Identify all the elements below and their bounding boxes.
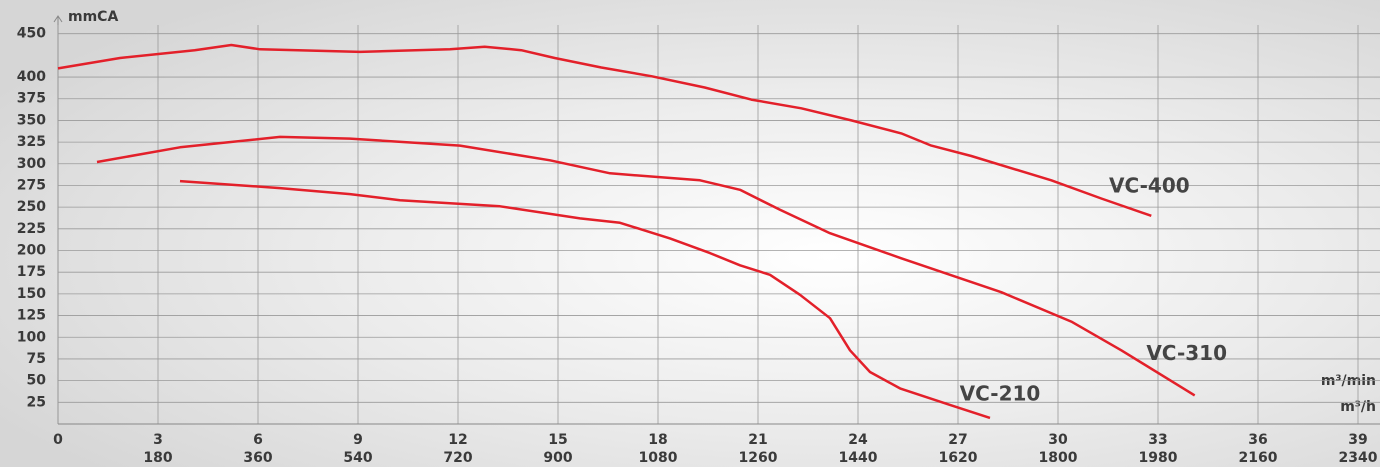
y-tick-label: 350 — [17, 112, 46, 128]
y-tick-label: 100 — [17, 329, 46, 345]
x-tick-label: 15 — [548, 432, 567, 448]
y-tick-label: 75 — [27, 351, 46, 367]
series-line — [57, 43, 1152, 217]
y-tick-label: 50 — [27, 373, 47, 389]
x2-tick-label: 720 — [443, 450, 472, 466]
x2-tick-label: 1260 — [739, 450, 778, 466]
y-tick-label: 150 — [17, 286, 46, 302]
x-tick-label: 18 — [648, 432, 667, 448]
x-tick-label: 24 — [848, 432, 868, 448]
x-tick-label: 39 — [1348, 432, 1367, 448]
y-tick-label: 450 — [17, 26, 46, 42]
x2-tick-label: 1440 — [839, 450, 878, 466]
x-tick-label: 0 — [53, 432, 63, 448]
x-tick-label: 33 — [1148, 432, 1167, 448]
x-tick-label: 27 — [948, 432, 967, 448]
series-label: VC-400 — [1109, 173, 1190, 197]
y-tick-label: 25 — [27, 394, 46, 410]
series-line — [179, 179, 991, 420]
y-tick-label: 200 — [17, 243, 46, 259]
x-tick-label: 30 — [1048, 432, 1068, 448]
y-tick-label: 375 — [17, 91, 46, 107]
y-axis-label: mmCA — [68, 9, 118, 25]
x2-tick-label: 1620 — [939, 450, 978, 466]
series-label: VC-210 — [960, 381, 1041, 405]
y-tick-label: 125 — [17, 308, 46, 324]
y-tick-label: 225 — [17, 221, 46, 237]
x2-tick-label: 2160 — [1239, 450, 1278, 466]
y-tick-label: 175 — [17, 264, 46, 280]
y-tick-label: 400 — [17, 69, 46, 85]
x-tick-label: 21 — [748, 432, 767, 448]
y-tick-label: 300 — [17, 156, 46, 172]
x-tick-label: 3 — [153, 432, 163, 448]
series-line — [96, 135, 1196, 397]
x2-tick-label: 900 — [543, 450, 572, 466]
x-tick-label: 12 — [448, 432, 467, 448]
y-tick-label: 325 — [17, 134, 46, 150]
x2-tick-label: 1080 — [639, 450, 678, 466]
x2-tick-label: 1800 — [1039, 450, 1078, 466]
y-tick-label: 250 — [17, 199, 46, 215]
y-tick-label: 275 — [17, 177, 46, 193]
x-tick-label: 9 — [353, 432, 363, 448]
x2-tick-label: 360 — [243, 450, 272, 466]
x2-tick-label: 2340 — [1339, 450, 1378, 466]
x2-tick-label: 1980 — [1139, 450, 1178, 466]
x2-tick-label: 540 — [343, 450, 372, 466]
x-tick-label: 6 — [253, 432, 263, 448]
x-tick-label: 36 — [1248, 432, 1267, 448]
series-label: VC-310 — [1146, 341, 1227, 365]
x2-tick-label: 180 — [143, 450, 172, 466]
y-axis-arrow — [53, 15, 63, 23]
